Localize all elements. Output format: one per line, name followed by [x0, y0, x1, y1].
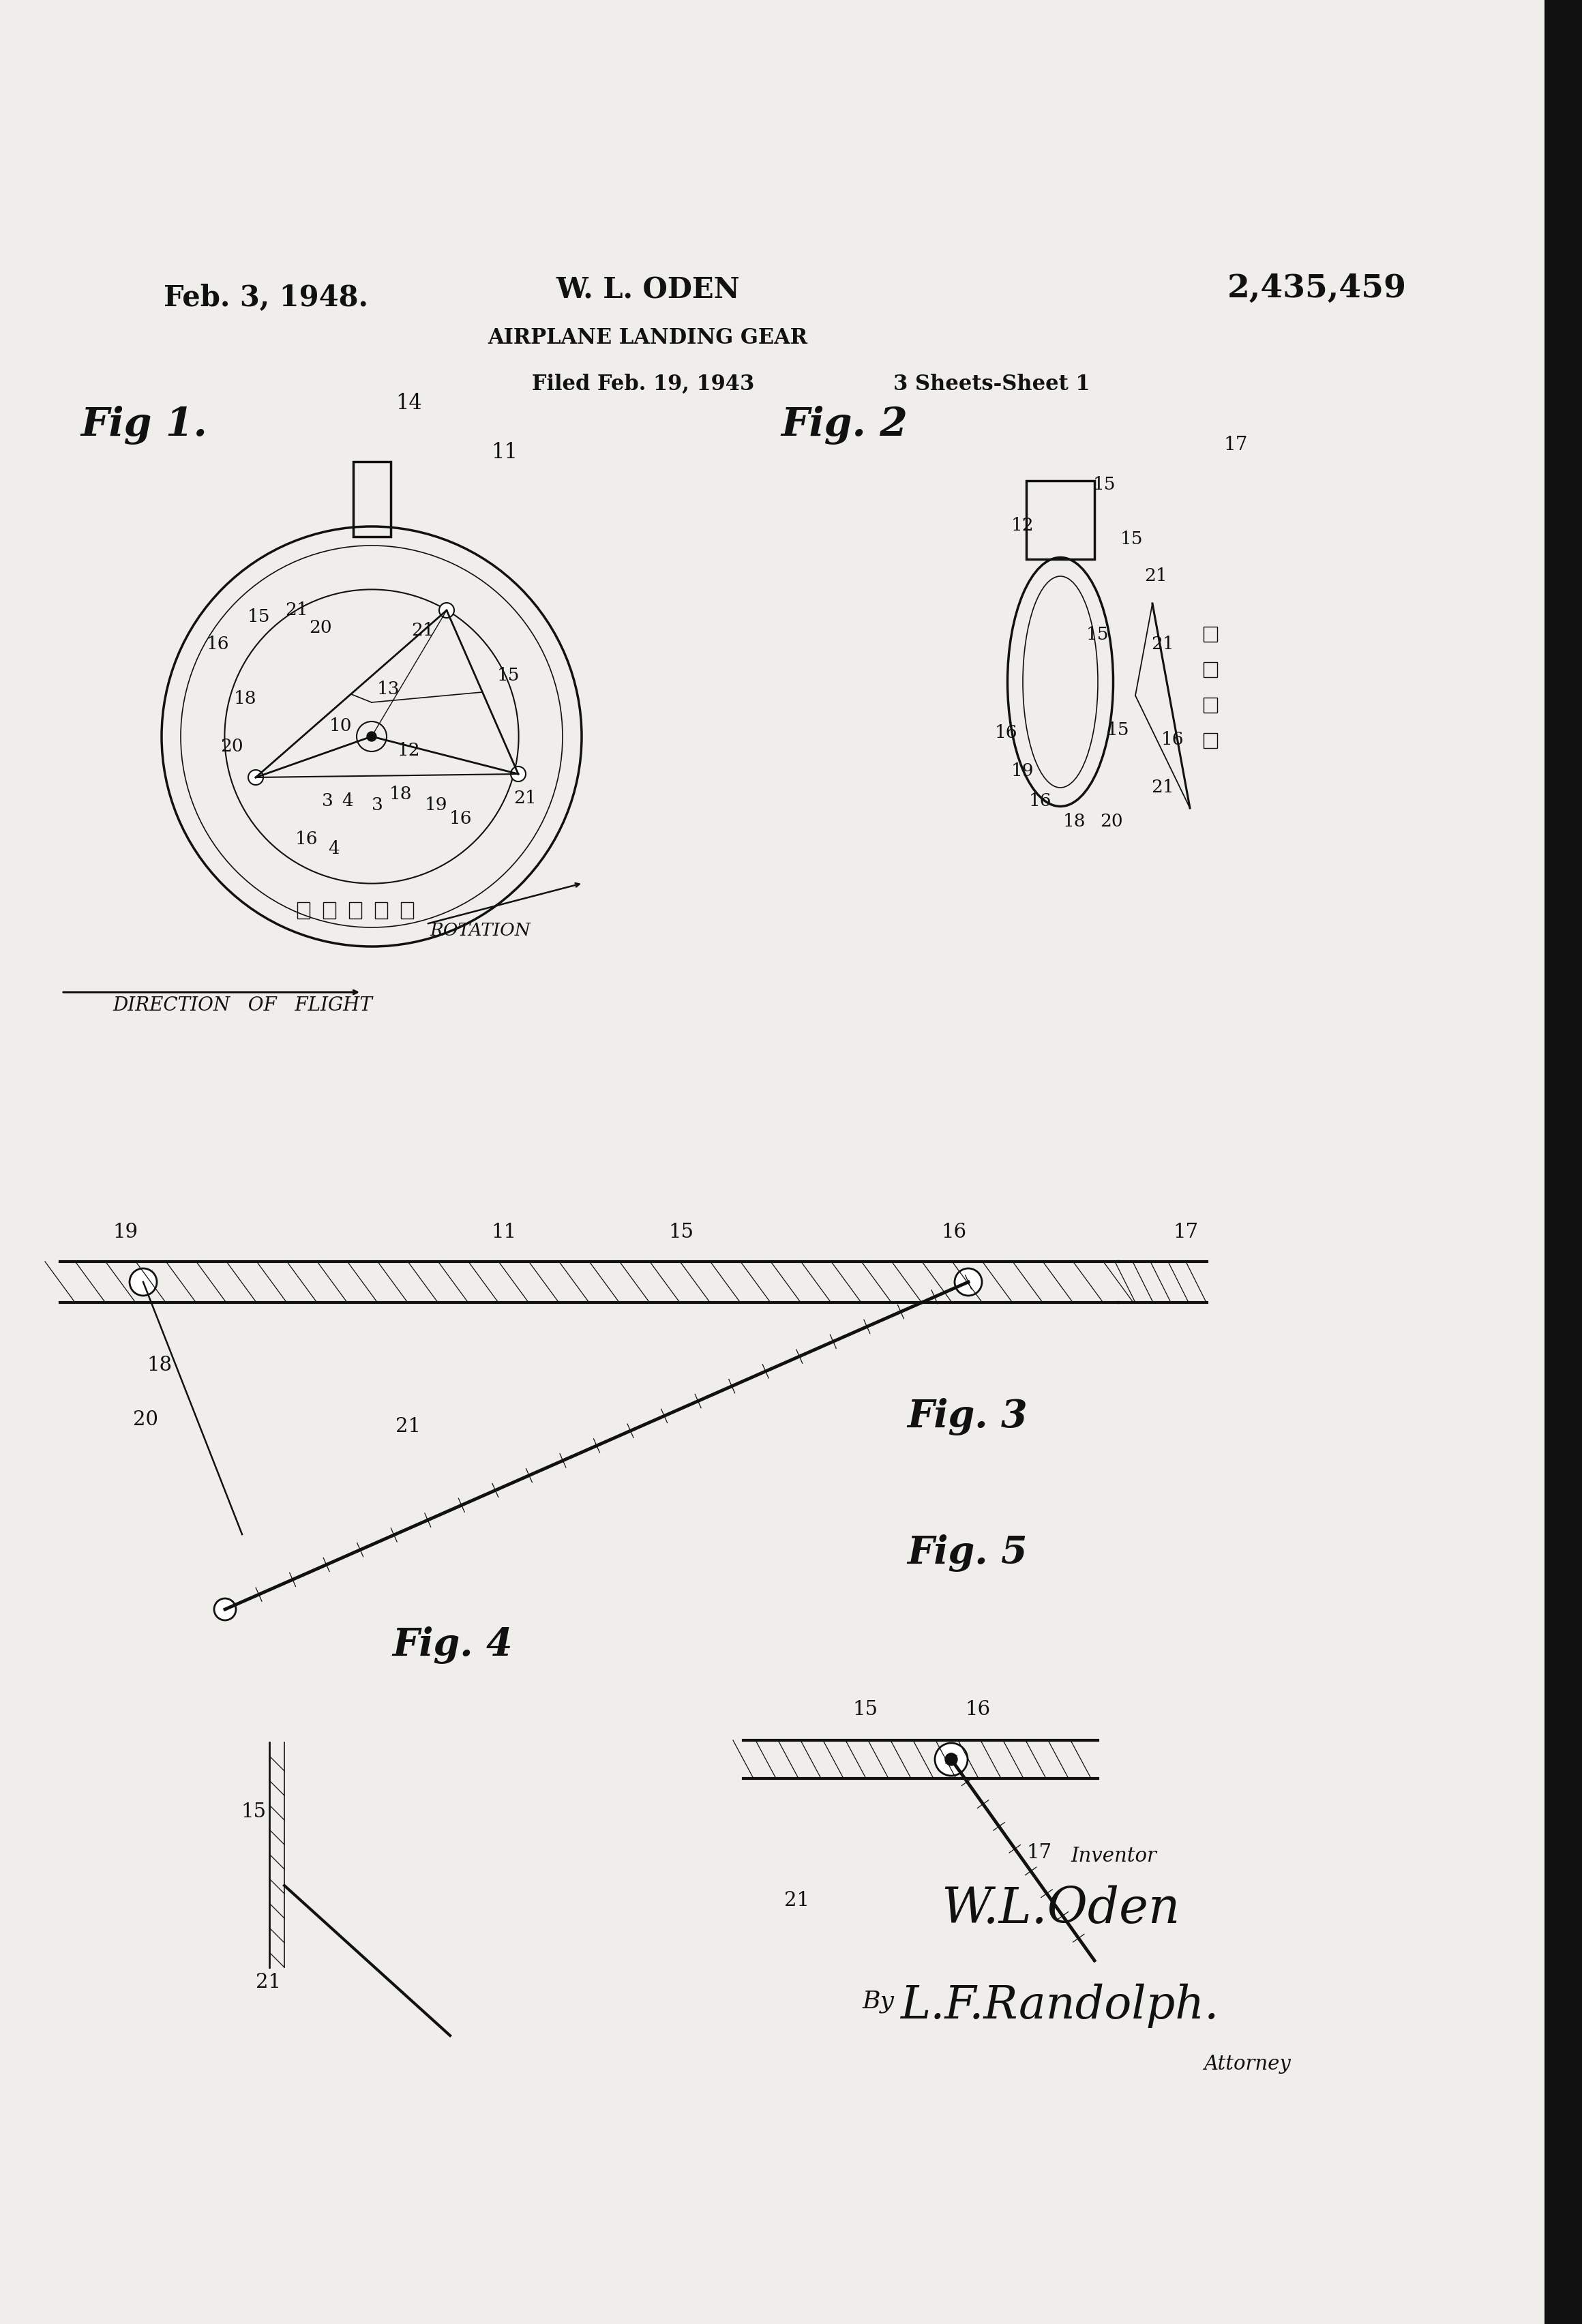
Text: 21: 21: [1152, 779, 1174, 797]
Text: 15: 15: [1107, 720, 1130, 739]
Text: 13: 13: [377, 681, 400, 697]
Text: Attorney: Attorney: [1204, 2054, 1291, 2073]
Text: 21: 21: [785, 1892, 810, 1910]
Text: 2,435,459: 2,435,459: [1228, 272, 1406, 304]
Text: 15: 15: [668, 1222, 693, 1241]
Circle shape: [248, 769, 263, 786]
Text: Inventor: Inventor: [1071, 1848, 1156, 1866]
Text: AIRPLANE LANDING GEAR: AIRPLANE LANDING GEAR: [487, 328, 808, 349]
Text: 20: 20: [220, 739, 244, 755]
Text: 21: 21: [256, 1973, 282, 1992]
Circle shape: [944, 1752, 957, 1766]
Text: Fig. 4: Fig. 4: [392, 1627, 513, 1664]
Text: 18: 18: [147, 1355, 172, 1376]
Text: Fig. 3: Fig. 3: [906, 1399, 1027, 1436]
Text: ROTATION: ROTATION: [430, 923, 530, 939]
Text: 14: 14: [395, 393, 422, 414]
Circle shape: [367, 732, 377, 741]
Text: 15: 15: [248, 609, 271, 625]
Text: 16: 16: [449, 809, 471, 827]
Text: 20: 20: [1099, 813, 1123, 830]
Text: 16: 16: [1028, 792, 1052, 809]
Text: 19: 19: [112, 1222, 138, 1241]
Text: Fig. 5: Fig. 5: [906, 1534, 1027, 1571]
Circle shape: [130, 1269, 157, 1297]
Circle shape: [954, 1269, 982, 1297]
Bar: [323, 902, 335, 918]
Bar: [1204, 627, 1217, 641]
Text: Filed Feb. 19, 1943: Filed Feb. 19, 1943: [532, 374, 755, 395]
Bar: [400, 902, 413, 918]
Text: L.F.Randolph.: L.F.Randolph.: [900, 1985, 1218, 2029]
Text: 18: 18: [1063, 813, 1085, 830]
Text: 10: 10: [329, 718, 353, 734]
Text: 21: 21: [1144, 567, 1168, 586]
Text: 16: 16: [1161, 732, 1185, 748]
Bar: [1204, 732, 1217, 748]
Text: 3: 3: [372, 797, 383, 813]
Bar: [1204, 662, 1217, 676]
Text: 16: 16: [941, 1222, 967, 1241]
Bar: [1544, 0, 1582, 2324]
Bar: [350, 902, 361, 918]
Text: W. L. ODEN: W. L. ODEN: [555, 277, 740, 304]
Text: 15: 15: [240, 1803, 266, 1822]
Text: 3: 3: [321, 792, 334, 809]
Text: 4: 4: [329, 841, 340, 858]
Text: 21: 21: [285, 602, 308, 618]
Circle shape: [440, 602, 454, 618]
Text: 16: 16: [296, 830, 318, 848]
Text: 21: 21: [514, 790, 536, 806]
Text: 17: 17: [1224, 437, 1248, 453]
Text: 17: 17: [1172, 1222, 1198, 1241]
Text: 21: 21: [395, 1418, 421, 1436]
Text: W.L.Oden: W.L.Oden: [941, 1885, 1180, 1934]
Text: 16: 16: [965, 1701, 990, 1720]
Text: 20: 20: [308, 618, 332, 637]
Text: 21: 21: [1152, 637, 1174, 653]
Text: 16: 16: [207, 637, 229, 653]
Text: 15: 15: [1087, 625, 1109, 644]
Bar: [1027, 481, 1095, 560]
Text: 21: 21: [411, 623, 433, 639]
Text: By: By: [862, 1989, 894, 2013]
Text: 18: 18: [389, 786, 411, 804]
Text: 12: 12: [397, 741, 421, 758]
Text: DIRECTION   OF   FLIGHT: DIRECTION OF FLIGHT: [112, 997, 372, 1016]
Circle shape: [511, 767, 525, 781]
Text: Feb. 3, 1948.: Feb. 3, 1948.: [163, 284, 369, 311]
Text: 4: 4: [342, 792, 353, 809]
Text: 11: 11: [490, 1222, 516, 1241]
Text: Fig. 2: Fig. 2: [782, 407, 908, 444]
Text: 11: 11: [490, 442, 517, 462]
Bar: [297, 902, 310, 918]
Bar: [1204, 697, 1217, 713]
Bar: [353, 462, 391, 537]
Text: 19: 19: [1011, 762, 1035, 779]
Text: 19: 19: [426, 797, 448, 813]
Bar: [375, 902, 388, 918]
Text: 15: 15: [1120, 530, 1144, 546]
Circle shape: [935, 1743, 968, 1776]
Text: 15: 15: [1093, 476, 1115, 493]
Text: 15: 15: [853, 1701, 878, 1720]
Text: 16: 16: [995, 725, 1017, 741]
Text: 3 Sheets-Sheet 1: 3 Sheets-Sheet 1: [894, 374, 1090, 395]
Text: Fig 1.: Fig 1.: [81, 407, 207, 444]
Text: 15: 15: [497, 667, 519, 683]
Text: 17: 17: [1027, 1843, 1052, 1862]
Text: 20: 20: [133, 1411, 158, 1429]
Text: 12: 12: [1011, 516, 1035, 535]
Circle shape: [214, 1599, 236, 1620]
Text: 18: 18: [234, 690, 256, 706]
